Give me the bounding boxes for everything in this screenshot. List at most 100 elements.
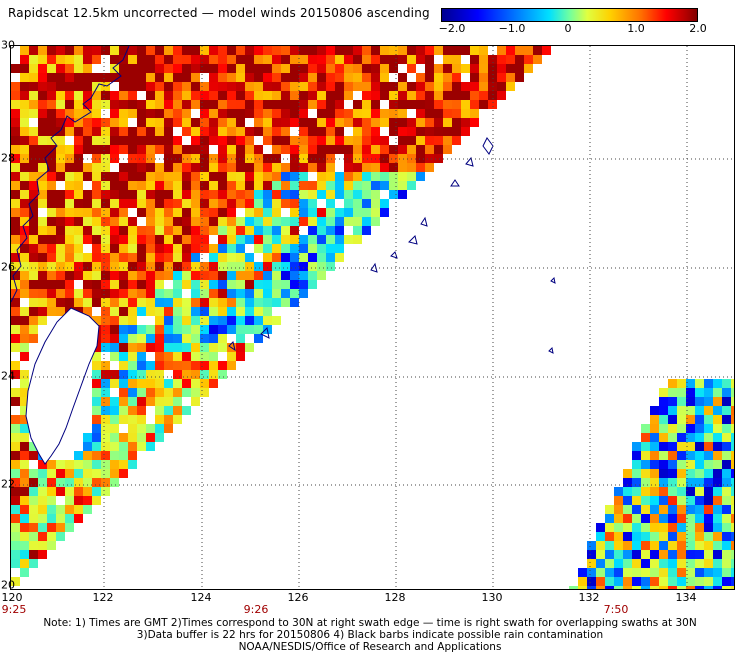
wind-cell: [146, 442, 155, 451]
wind-cell: [146, 343, 155, 352]
wind-cell: [74, 451, 83, 460]
wind-cell: [407, 46, 416, 55]
wind-cell: [245, 127, 254, 136]
wind-cell: [155, 343, 164, 352]
wind-cell: [245, 208, 254, 217]
lat-label-28: 28: [1, 151, 15, 165]
wind-cell: [479, 73, 488, 82]
wind-cell: [110, 235, 119, 244]
wind-cell: [92, 415, 101, 424]
wind-cell: [20, 505, 29, 514]
wind-cell: [20, 523, 29, 532]
wind-cell: [659, 532, 668, 541]
wind-cell: [632, 442, 641, 451]
wind-cell: [119, 379, 128, 388]
wind-cell: [668, 487, 677, 496]
colorbar-label: 0: [564, 22, 572, 35]
wind-cell: [677, 442, 686, 451]
wind-cell: [56, 199, 65, 208]
wind-cell: [119, 289, 128, 298]
wind-cell: [56, 253, 65, 262]
wind-cell: [209, 109, 218, 118]
wind-cell: [200, 298, 209, 307]
wind-cell: [704, 559, 713, 568]
wind-cell: [11, 298, 20, 307]
wind-cell: [29, 487, 38, 496]
wind-cell: [596, 541, 605, 550]
wind-cell: [137, 352, 146, 361]
wind-cell: [200, 127, 209, 136]
wind-cell: [101, 271, 110, 280]
wind-cell: [686, 496, 695, 505]
wind-cell: [119, 262, 128, 271]
wind-cell: [119, 118, 128, 127]
wind-cell: [731, 532, 734, 541]
wind-cell: [56, 190, 65, 199]
wind-cell: [164, 361, 173, 370]
wind-cell: [164, 343, 173, 352]
wind-cell: [146, 136, 155, 145]
wind-cell: [668, 514, 677, 523]
wind-cell: [641, 532, 650, 541]
wind-cell: [110, 271, 119, 280]
wind-cell: [641, 460, 650, 469]
wind-cell: [29, 505, 38, 514]
wind-cell: [146, 253, 155, 262]
wind-cell: [614, 577, 623, 586]
wind-cell: [299, 100, 308, 109]
wind-cell: [380, 82, 389, 91]
wind-cell: [173, 316, 182, 325]
wind-cell: [713, 532, 722, 541]
wind-cell: [605, 514, 614, 523]
wind-cell: [443, 46, 452, 55]
wind-cell: [101, 415, 110, 424]
wind-cell: [659, 451, 668, 460]
wind-cell: [218, 199, 227, 208]
wind-cell: [92, 73, 101, 82]
wind-cell: [650, 424, 659, 433]
wind-cell: [191, 64, 200, 73]
wind-cell: [281, 172, 290, 181]
wind-cell: [272, 109, 281, 118]
wind-cell: [182, 226, 191, 235]
wind-cell: [20, 307, 29, 316]
wind-cell: [218, 91, 227, 100]
wind-cell: [632, 505, 641, 514]
wind-cell: [56, 289, 65, 298]
wind-cell: [47, 46, 56, 55]
wind-cell: [155, 127, 164, 136]
wind-cell: [650, 433, 659, 442]
wind-cell: [668, 586, 677, 589]
wind-cell: [713, 550, 722, 559]
wind-cell: [218, 208, 227, 217]
wind-cell: [209, 307, 218, 316]
wind-cell: [308, 262, 317, 271]
wind-cell: [128, 397, 137, 406]
wind-cell: [155, 226, 164, 235]
wind-cell: [227, 244, 236, 253]
wind-cell: [290, 217, 299, 226]
wind-cell: [317, 244, 326, 253]
wind-cell: [461, 91, 470, 100]
wind-cell: [38, 73, 47, 82]
wind-cell: [83, 460, 92, 469]
wind-cell: [92, 460, 101, 469]
wind-cell: [74, 163, 83, 172]
wind-cell: [173, 208, 182, 217]
wind-cell: [434, 109, 443, 118]
wind-cell: [119, 109, 128, 118]
wind-cell: [74, 289, 83, 298]
wind-cell: [38, 190, 47, 199]
wind-cell: [389, 127, 398, 136]
wind-cell: [371, 136, 380, 145]
wind-cell: [326, 64, 335, 73]
wind-cell: [191, 343, 200, 352]
wind-cell: [11, 334, 20, 343]
wind-cell: [56, 298, 65, 307]
wind-cell: [137, 442, 146, 451]
wind-cell: [182, 280, 191, 289]
wind-cell: [110, 478, 119, 487]
footnote-line-3: NOAA/NESDIS/Office of Research and Appli…: [238, 641, 502, 653]
wind-cell: [101, 118, 110, 127]
wind-cell: [524, 55, 533, 64]
